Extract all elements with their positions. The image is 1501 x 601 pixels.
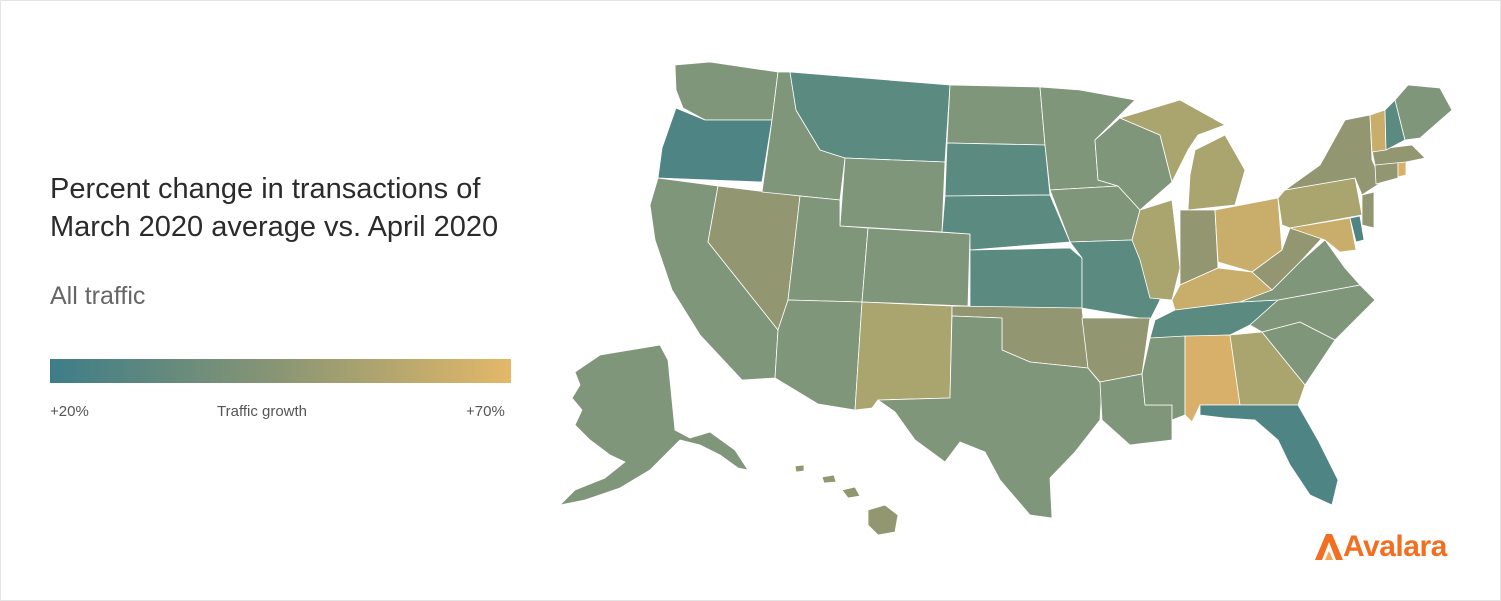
state-kansas [969,247,1083,309]
state-connecticut [1374,161,1399,185]
state-north-dakota [946,84,1046,146]
state-alaska [559,344,749,506]
avalara-logo-mark-icon [1315,534,1343,560]
state-maine [1394,84,1453,141]
legend-max-label: +70% [466,403,505,420]
avalara-logo-text: Avalara [1343,530,1447,563]
title-line-2: March 2020 average vs. April 2020 [50,211,499,243]
state-illinois [1131,199,1181,301]
state-south-dakota [944,142,1051,197]
legend-min-label: +20% [50,403,89,420]
state-rhode-island [1397,161,1407,178]
us-choropleth-map [559,61,1453,536]
avalara-logo: Avalara [1311,530,1447,564]
state-wyoming [839,157,946,233]
state-texas [877,315,1103,519]
state-maryland [1289,217,1357,253]
state-florida [1199,404,1339,506]
legend-gradient-bar [50,359,511,383]
subtitle: All traffic [50,282,146,310]
state-colorado [861,227,971,307]
state-new-jersey [1361,191,1375,229]
state-washington [674,61,779,121]
state-arizona [774,299,863,411]
state-michigan [1119,99,1246,211]
state-arkansas [1081,317,1151,383]
state-hawaii [794,464,899,536]
state-vermont [1369,109,1387,153]
state-new-york [1284,114,1383,196]
state-delaware [1349,215,1365,243]
chart-title: Percent change in transactions of March … [50,170,610,246]
state-georgia [1229,331,1306,406]
state-oregon [657,107,773,183]
legend-title: Traffic growth [217,403,308,420]
title-line-1: Percent change in transactions of [50,173,481,205]
state-new-mexico [854,301,953,411]
